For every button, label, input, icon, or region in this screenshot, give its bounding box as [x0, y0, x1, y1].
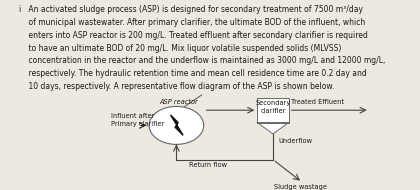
Text: respectively. The hydraulic retention time and mean cell residence time are 0.2 : respectively. The hydraulic retention ti… — [19, 69, 367, 78]
Text: 10 days, respectively. A representative flow diagram of the ASP is shown below.: 10 days, respectively. A representative … — [19, 82, 334, 91]
Text: to have an ultimate BOD of 20 mg/L. Mix liquor volatile suspended solids (MLVSS): to have an ultimate BOD of 20 mg/L. Mix … — [19, 44, 341, 52]
Text: Underflow: Underflow — [278, 138, 312, 144]
Text: Influent after
Primary clarifier: Influent after Primary clarifier — [111, 113, 165, 127]
Text: Treated Effluent: Treated Effluent — [291, 99, 344, 105]
Text: Return flow: Return flow — [189, 162, 227, 169]
Polygon shape — [257, 123, 289, 134]
Text: Secondary
clarifier: Secondary clarifier — [255, 100, 291, 114]
Ellipse shape — [149, 106, 204, 144]
Text: of municipal wastewater. After primary clarifier, the ultimate BOD of the influe: of municipal wastewater. After primary c… — [19, 18, 365, 27]
Text: ASP reactor: ASP reactor — [159, 99, 198, 105]
Text: enters into ASP reactor is 200 mg/L. Treated effluent after secondary clarifier : enters into ASP reactor is 200 mg/L. Tre… — [19, 31, 368, 40]
Text: concentration in the reactor and the underflow is maintained as 3000 mg/L and 12: concentration in the reactor and the und… — [19, 56, 385, 65]
Text: Sludge wastage: Sludge wastage — [274, 184, 327, 190]
Polygon shape — [171, 115, 183, 135]
Polygon shape — [257, 98, 289, 123]
Text: i   An activated sludge process (ASP) is designed for secondary treatment of 750: i An activated sludge process (ASP) is d… — [19, 5, 363, 14]
